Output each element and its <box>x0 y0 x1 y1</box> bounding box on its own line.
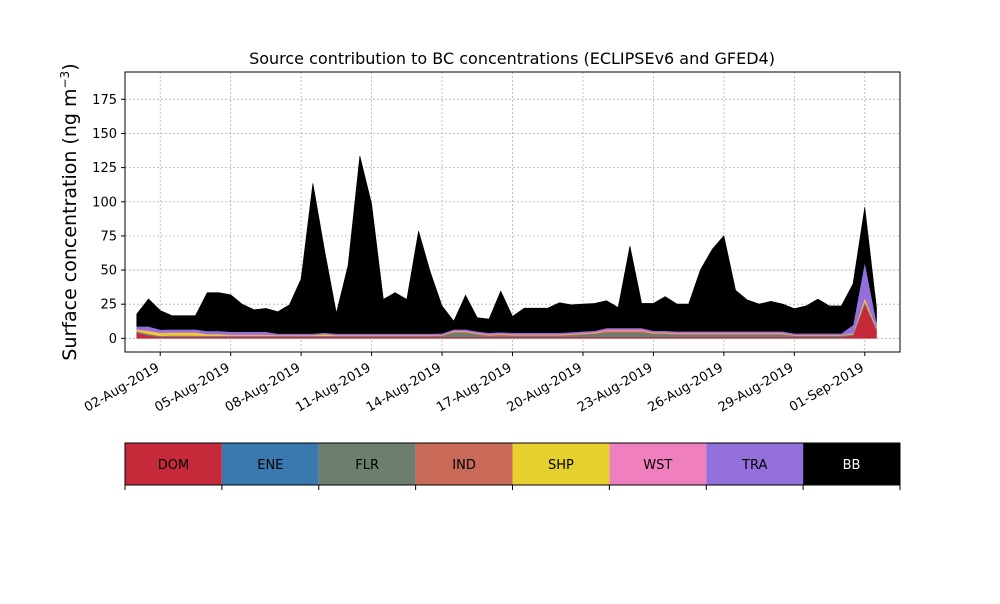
y-tick-label: 175 <box>92 93 117 108</box>
y-axis-label-close: ) <box>59 63 81 70</box>
legend-label-ind: IND <box>452 458 476 473</box>
y-axis-label: Surface concentration (ng m−3) <box>58 63 81 360</box>
y-tick-label: 150 <box>92 127 117 142</box>
legend: DOM ENE FLR IND SHP WST TRA BB <box>124 442 901 490</box>
legend-swatch-tra <box>706 443 804 485</box>
stacked-areas <box>136 155 877 339</box>
chart-title: Source contribution to BC concentrations… <box>249 49 775 68</box>
legend-swatch-flr <box>318 443 416 485</box>
y-axis: 0 25 50 75 100 125 150 175 <box>92 93 125 347</box>
y-tick-label: 50 <box>100 264 117 279</box>
legend-label-tra: TRA <box>741 458 767 473</box>
legend-label-bb: BB <box>843 458 861 473</box>
legend-swatch-shp <box>512 443 610 485</box>
y-tick-label: 25 <box>100 298 117 313</box>
y-tick-label: 0 <box>109 332 117 347</box>
legend-label-dom: DOM <box>158 458 189 473</box>
legend-swatch-ene <box>221 443 319 485</box>
y-tick-label: 75 <box>100 229 117 244</box>
legend-swatch-wst <box>609 443 707 485</box>
y-axis-label-main: Surface concentration (ng m <box>59 89 81 361</box>
legend-label-flr: FLR <box>355 458 379 473</box>
series-area-bb <box>136 155 877 334</box>
legend-swatch-dom <box>125 443 222 485</box>
legend-label-shp: SHP <box>548 458 574 473</box>
y-axis-label-sup: −3 <box>58 71 72 89</box>
legend-label-ene: ENE <box>257 458 283 473</box>
legend-swatch-ind <box>415 443 513 485</box>
legend-swatch-bb <box>803 443 900 485</box>
y-tick-label: 100 <box>92 195 117 210</box>
y-tick-label: 125 <box>92 161 117 176</box>
legend-label-wst: WST <box>643 458 672 473</box>
